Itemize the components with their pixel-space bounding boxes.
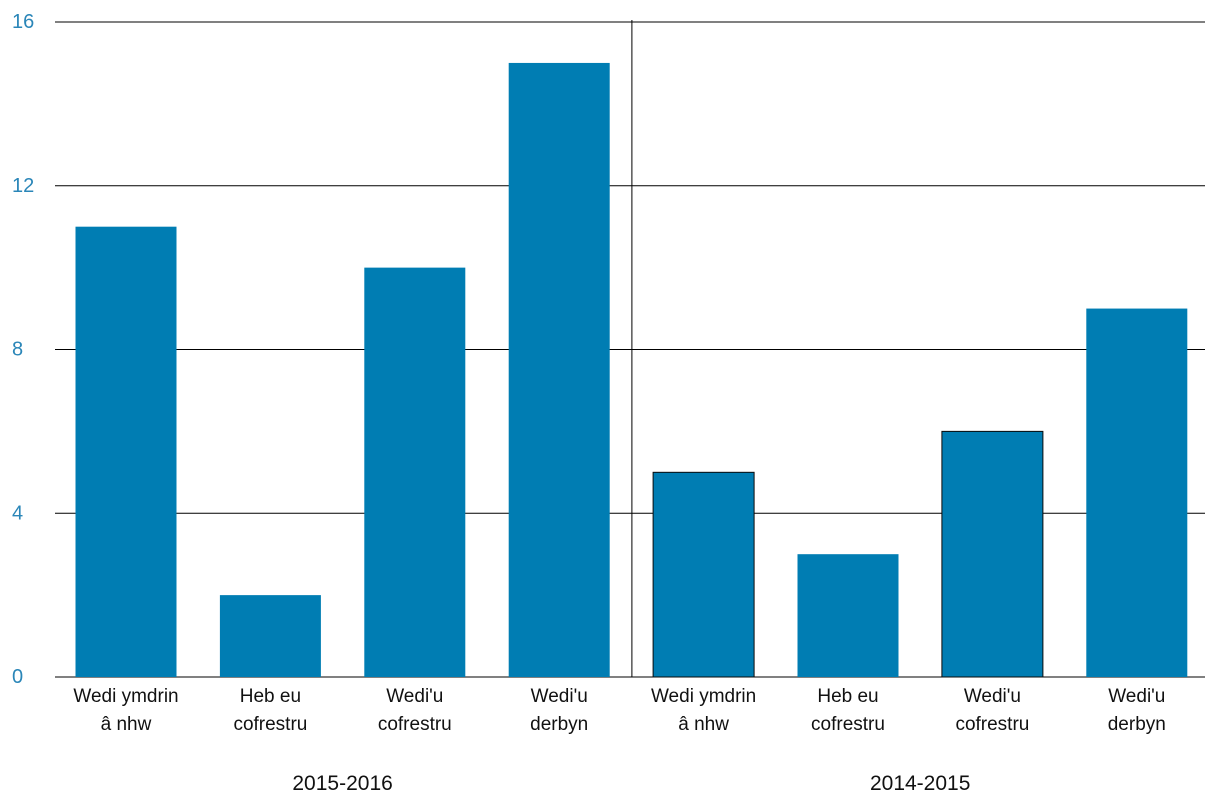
bars: [75, 62, 1188, 678]
x-tick-label: cofrestru: [378, 714, 452, 735]
bar: [364, 267, 466, 677]
bar: [652, 471, 755, 678]
bar: [1086, 308, 1188, 677]
y-tick-label: 4: [12, 502, 23, 524]
x-tick-label: Wedi'u: [386, 686, 443, 707]
y-tick-label: 0: [12, 666, 23, 688]
x-tick-label: â nhw: [101, 714, 152, 735]
x-tick-label: cofrestru: [233, 714, 307, 735]
x-tick-label: Wedi'u: [1108, 686, 1165, 707]
bar: [75, 226, 177, 677]
x-tick-label: cofrestru: [955, 714, 1029, 735]
group-label: 2015-2016: [292, 772, 392, 795]
x-tick-label: Wedi ymdrin: [651, 686, 756, 707]
x-tick-label: Wedi'u: [964, 686, 1021, 707]
bar: [508, 62, 610, 677]
x-tick-label: â nhw: [678, 714, 729, 735]
y-tick-label: 8: [12, 339, 23, 361]
x-tick-label: derbyn: [1108, 714, 1166, 735]
y-axis: 0 4 8 12 16: [12, 11, 34, 688]
group-label: 2014-2015: [870, 772, 970, 795]
x-tick-label: derbyn: [530, 714, 588, 735]
bar: [941, 430, 1044, 678]
x-tick-label: Wedi'u: [531, 686, 588, 707]
y-tick-label: 16: [12, 11, 34, 33]
x-tick-label: Wedi ymdrin: [73, 686, 178, 707]
y-tick-label: 12: [12, 175, 34, 197]
x-tick-label: Heb eu: [817, 686, 878, 707]
x-tick-label: Heb eu: [240, 686, 301, 707]
x-axis: Wedi ymdrin â nhw Heb eu cofrestru Wedi'u cof…: [73, 686, 1165, 735]
x-tick-label: cofrestru: [811, 714, 885, 735]
bar: [219, 595, 321, 677]
group-labels: 2015-2016 2014-2015: [292, 772, 970, 795]
bar: [797, 554, 899, 677]
